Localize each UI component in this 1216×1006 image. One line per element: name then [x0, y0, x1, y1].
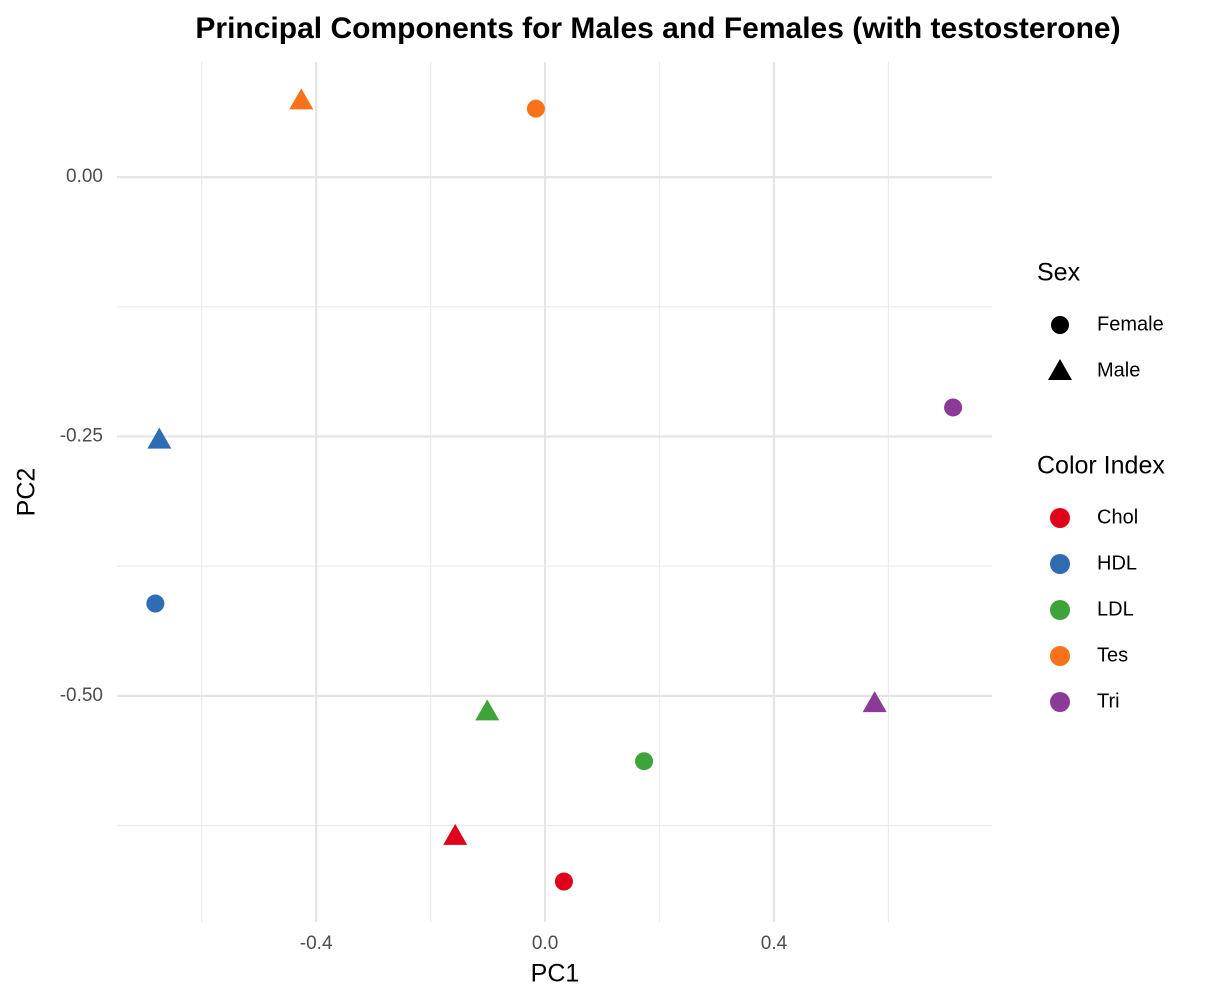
- legend-label: HDL: [1097, 552, 1137, 574]
- point: [635, 752, 654, 771]
- chart-title: Principal Components for Males and Femal…: [195, 12, 1120, 45]
- point: [862, 691, 887, 713]
- legend-symbol: [1051, 316, 1069, 334]
- legend-symbol: [1050, 692, 1070, 712]
- point: [443, 823, 468, 845]
- y-tick-label: -0.25: [60, 426, 103, 447]
- legend-label: Female: [1097, 313, 1164, 335]
- x-tick-label: -0.4: [300, 933, 333, 954]
- x-axis-title: PC1: [531, 960, 580, 988]
- legend-label: Chol: [1097, 506, 1138, 528]
- legend-symbol: [1048, 359, 1072, 380]
- x-tick-label: 0.0: [532, 933, 558, 954]
- point: [289, 88, 314, 110]
- point: [526, 99, 545, 118]
- legend-symbol: [1050, 600, 1070, 620]
- legend-symbol: [1050, 554, 1070, 574]
- point: [944, 398, 963, 417]
- legend-label: Tri: [1097, 690, 1120, 712]
- legend-title: Color Index: [1037, 452, 1165, 480]
- legend-symbol: [1050, 508, 1070, 528]
- legend-label: Tes: [1097, 644, 1128, 666]
- legend-label: Male: [1097, 359, 1140, 381]
- y-axis-title: PC2: [13, 468, 41, 517]
- legend-label: LDL: [1097, 598, 1134, 620]
- point: [146, 594, 165, 613]
- x-tick-label: 0.4: [761, 933, 788, 954]
- y-tick-label: 0.00: [66, 166, 103, 187]
- point: [554, 872, 573, 891]
- legend-symbol: [1050, 646, 1070, 666]
- legend-title: Sex: [1037, 259, 1081, 287]
- point: [147, 427, 172, 449]
- point: [475, 699, 500, 721]
- y-tick-label: -0.50: [60, 685, 103, 706]
